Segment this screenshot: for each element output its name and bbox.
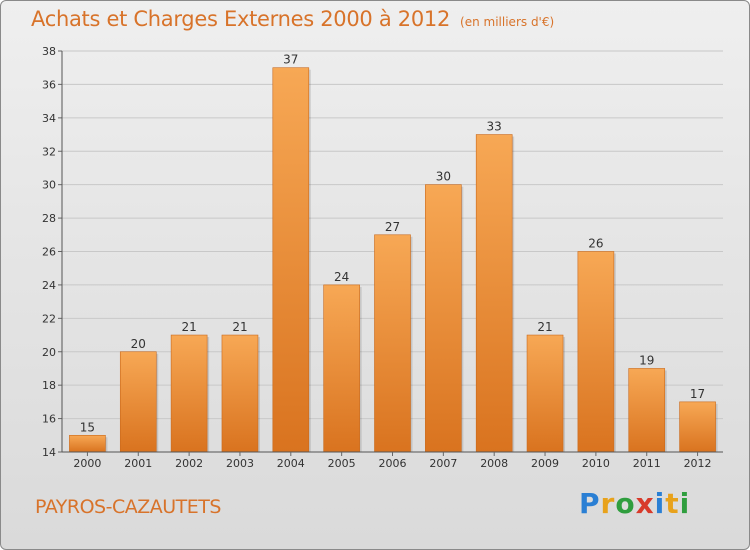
chart-unit: (en milliers d'€) [460,15,555,29]
data-label-2007: 30 [436,170,451,184]
logo-letter: o [615,487,636,520]
data-label-2002: 21 [181,320,196,334]
data-label-2011: 19 [639,353,654,367]
x-tick-label-2008: 2008 [480,457,508,470]
bar-2002 [170,334,208,453]
bar-2000 [69,434,106,453]
data-label-2012: 17 [690,387,705,401]
data-label-2000: 15 [80,420,95,434]
data-label-2009: 21 [537,320,552,334]
logo-letter: r [600,487,616,520]
x-tick-label-2006: 2006 [379,457,407,470]
x-tick-label-2007: 2007 [429,457,457,470]
y-tick-label: 16 [42,413,56,426]
bar-2012 [679,401,716,453]
y-tick-label: 38 [42,45,56,58]
labels: 14 16 18 20 22 24 26 28 30 32 34 36 38 15 2000 20 2001 21… [42,45,712,470]
place-name: PAYROS-CAZAUTETS [35,496,221,518]
y-tick-label: 26 [42,246,56,259]
x-tick-label-2004: 2004 [277,457,305,470]
data-label-2003: 21 [232,320,247,334]
bar-2011 [628,368,666,453]
data-label-2008: 33 [487,120,502,134]
y-tick-label: 20 [42,346,56,359]
x-tick-label-2000: 2000 [73,457,101,470]
y-tick-label: 28 [42,212,56,225]
x-tick-label-2011: 2011 [633,457,661,470]
x-tick-label-2002: 2002 [175,457,203,470]
proxiti-logo: Proxiti [579,487,690,520]
x-tick-label-2003: 2003 [226,457,254,470]
bar-2006 [374,234,411,453]
y-tick-label: 30 [42,179,56,192]
x-tick-label-2001: 2001 [124,457,152,470]
y-tick-label: 34 [42,112,56,125]
chart-title-text: Achats et Charges Externes 2000 à 2012 [31,7,451,31]
bar-2004 [272,67,310,453]
logo-letter: t [665,487,680,520]
axes [58,50,723,456]
x-tick-label-2005: 2005 [328,457,356,470]
data-label-2001: 20 [131,337,146,351]
y-tick-label: 14 [42,446,56,459]
logo-letter: i [654,487,666,520]
x-tick-label-2009: 2009 [531,457,559,470]
data-label-2006: 27 [385,220,400,234]
y-tick-label: 22 [42,312,56,325]
y-tick-label: 24 [42,279,56,292]
data-label-2010: 26 [588,237,603,251]
bar-2009 [526,334,564,453]
x-tick-label-2012: 2012 [684,457,712,470]
x-tick-label-2010: 2010 [582,457,610,470]
y-tick-label: 32 [42,145,56,158]
bar-2007 [425,184,462,453]
bar-2001 [119,351,157,453]
chart-title: Achats et Charges Externes 2000 à 2012 (e… [31,7,554,31]
bar-2005 [323,284,360,453]
bar-2010 [577,251,615,453]
data-label-2005: 24 [334,270,349,284]
logo-letter: P [579,487,601,520]
bar-2008 [475,134,513,453]
bars [69,67,718,453]
bar-2003 [221,334,259,453]
data-label-2004: 37 [283,53,298,67]
y-tick-label: 36 [42,78,56,91]
logo-letter: i [679,487,691,520]
logo-letter: x [635,487,655,520]
y-tick-label: 18 [42,379,56,392]
